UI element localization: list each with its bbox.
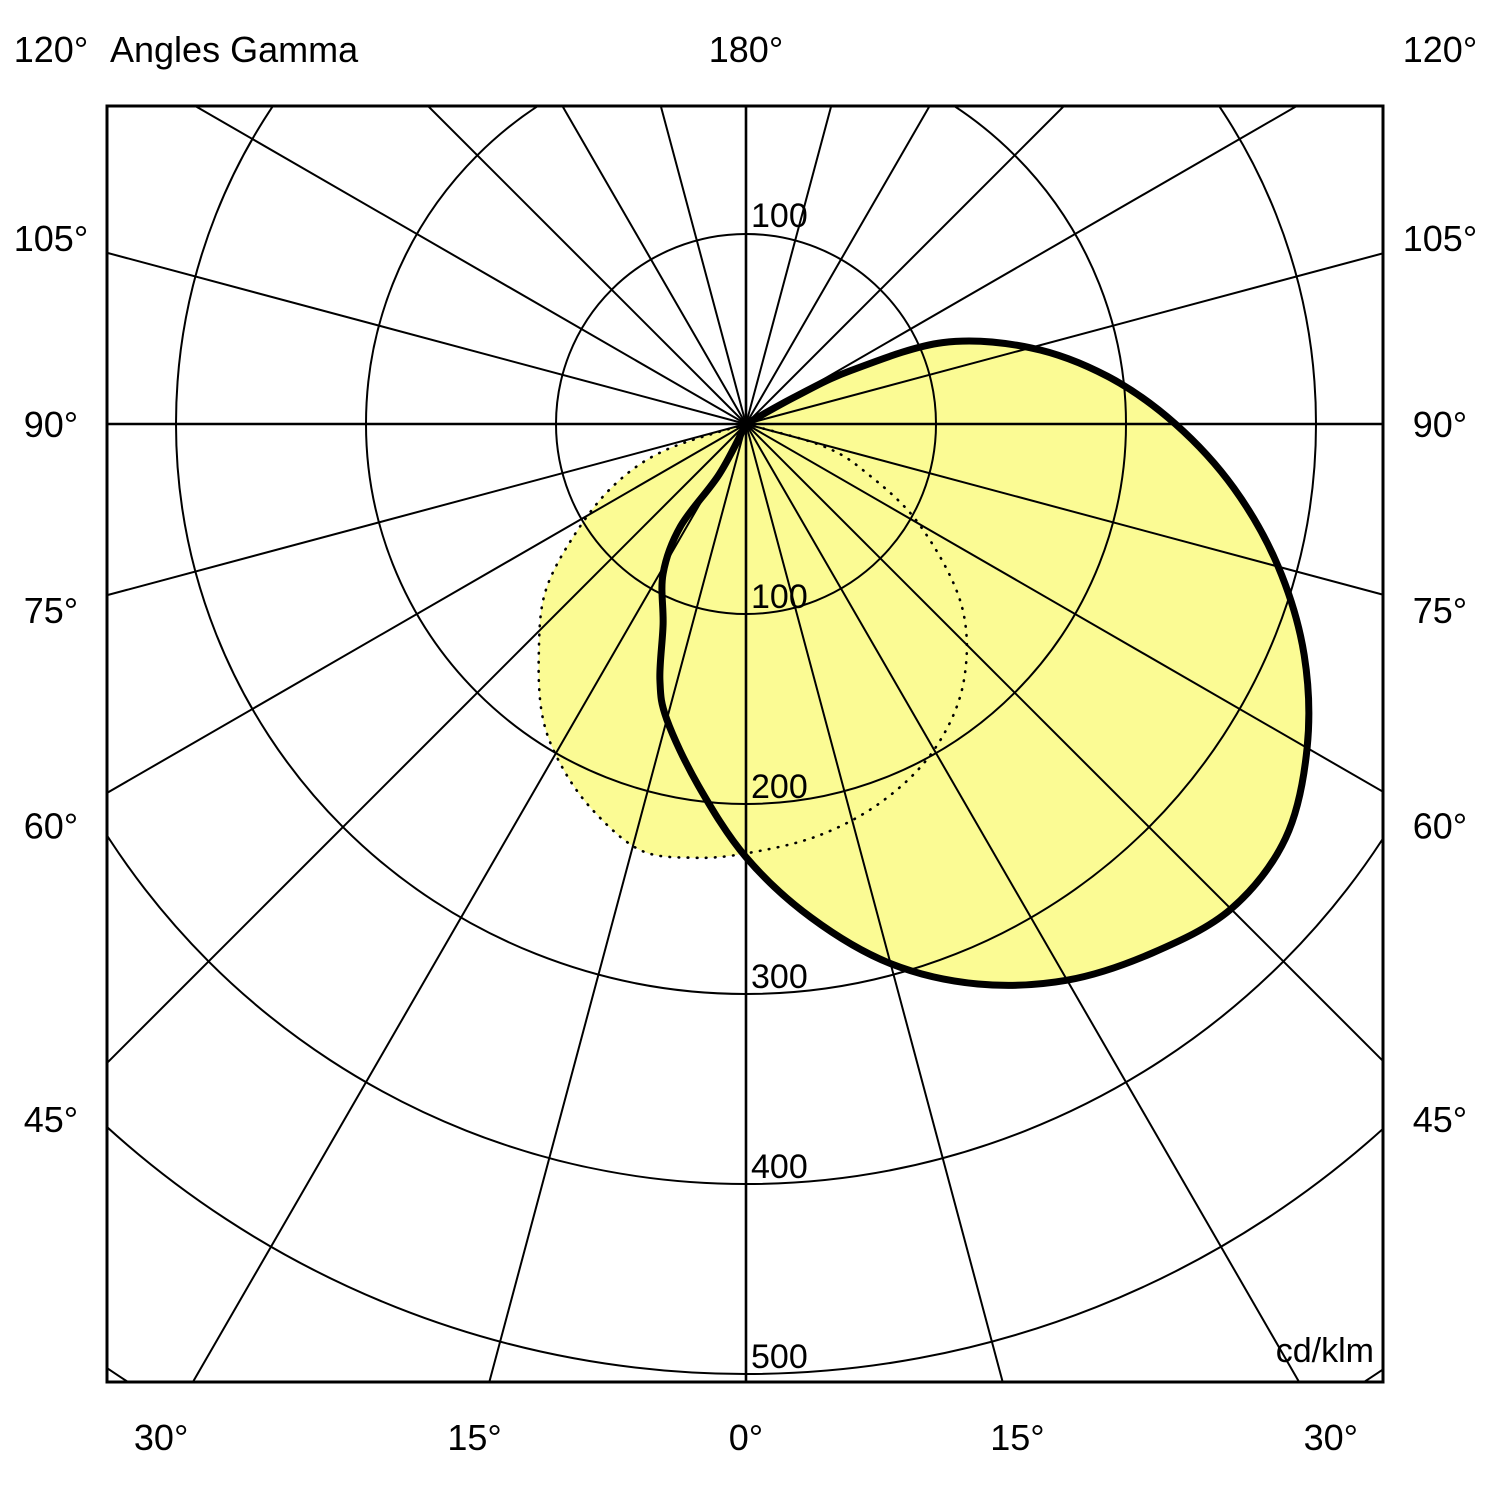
gamma-tick-label-bottom: 15° xyxy=(990,1417,1044,1458)
gamma-ray-line xyxy=(745,423,1383,793)
gamma-tick-label-left: 105° xyxy=(14,218,88,259)
units-label: cd/klm xyxy=(1276,1332,1374,1370)
gamma-tick-label-right: 75° xyxy=(1413,590,1467,631)
gamma-ray-line xyxy=(745,252,1383,425)
gamma-tick-label-left: 60° xyxy=(24,805,78,846)
gamma-ray-line xyxy=(745,106,1066,425)
gamma-ray-line xyxy=(745,106,1299,425)
gamma-ray-line xyxy=(488,423,747,1382)
gamma-tick-label-180: 180° xyxy=(709,29,783,70)
chart-labels: 120° Angles Gamma 180° 120° 105° 105° 90° 90° 75… xyxy=(14,29,1477,1458)
gamma-ray-line xyxy=(107,423,747,795)
gamma-ray-line xyxy=(745,423,1383,1063)
gamma-tick-label-right: 60° xyxy=(1413,805,1467,846)
gamma-ray-line xyxy=(561,106,747,425)
gamma-tick-label-bottom: 30° xyxy=(1304,1417,1358,1458)
gamma-ray-line xyxy=(107,423,747,1065)
gamma-tick-label-top-right: 120° xyxy=(1403,29,1477,70)
gamma-tick-label-bottom: 15° xyxy=(447,1417,501,1458)
solid-distribution-curve xyxy=(656,337,1313,989)
radial-tick-label-below: 500 xyxy=(751,1338,808,1376)
gamma-tick-label-right: 45° xyxy=(1413,1099,1467,1140)
gamma-tick-label-right: 105° xyxy=(1403,218,1477,259)
gamma-tick-label-bottom: 30° xyxy=(134,1417,188,1458)
gamma-ray-line xyxy=(191,423,747,1382)
gamma-ray-line xyxy=(745,423,1383,596)
gamma-tick-label-right: 90° xyxy=(1413,404,1467,445)
gamma-ray-line xyxy=(107,251,747,425)
gamma-ray-line xyxy=(745,106,833,425)
radial-tick-label-above: 100 xyxy=(751,197,808,235)
gamma-ray-line xyxy=(426,106,747,425)
gamma-ray-line xyxy=(193,106,747,425)
gamma-ray-line xyxy=(659,106,747,425)
radial-tick-label-below: 100 xyxy=(751,578,808,616)
gamma-tick-label-left: 45° xyxy=(24,1099,78,1140)
gamma-ray-line xyxy=(745,106,931,425)
radial-tick-label-below: 400 xyxy=(751,1148,808,1186)
gamma-tick-label-bottom: 0° xyxy=(729,1417,763,1458)
gamma-tick-label-left: 75° xyxy=(24,590,78,631)
dotted-distribution-curve xyxy=(537,422,969,860)
gamma-ray-line xyxy=(745,423,1004,1382)
gamma-ray-line xyxy=(745,423,1301,1382)
gamma-ray-line xyxy=(107,423,747,597)
radial-tick-label-below: 300 xyxy=(751,958,808,996)
chart-title: Angles Gamma xyxy=(110,29,359,70)
gamma-tick-label-left: 90° xyxy=(24,404,78,445)
gamma-tick-label-top-left: 120° xyxy=(14,29,88,70)
chart-border xyxy=(105,104,1385,1384)
radial-tick-label-below: 200 xyxy=(751,768,808,806)
